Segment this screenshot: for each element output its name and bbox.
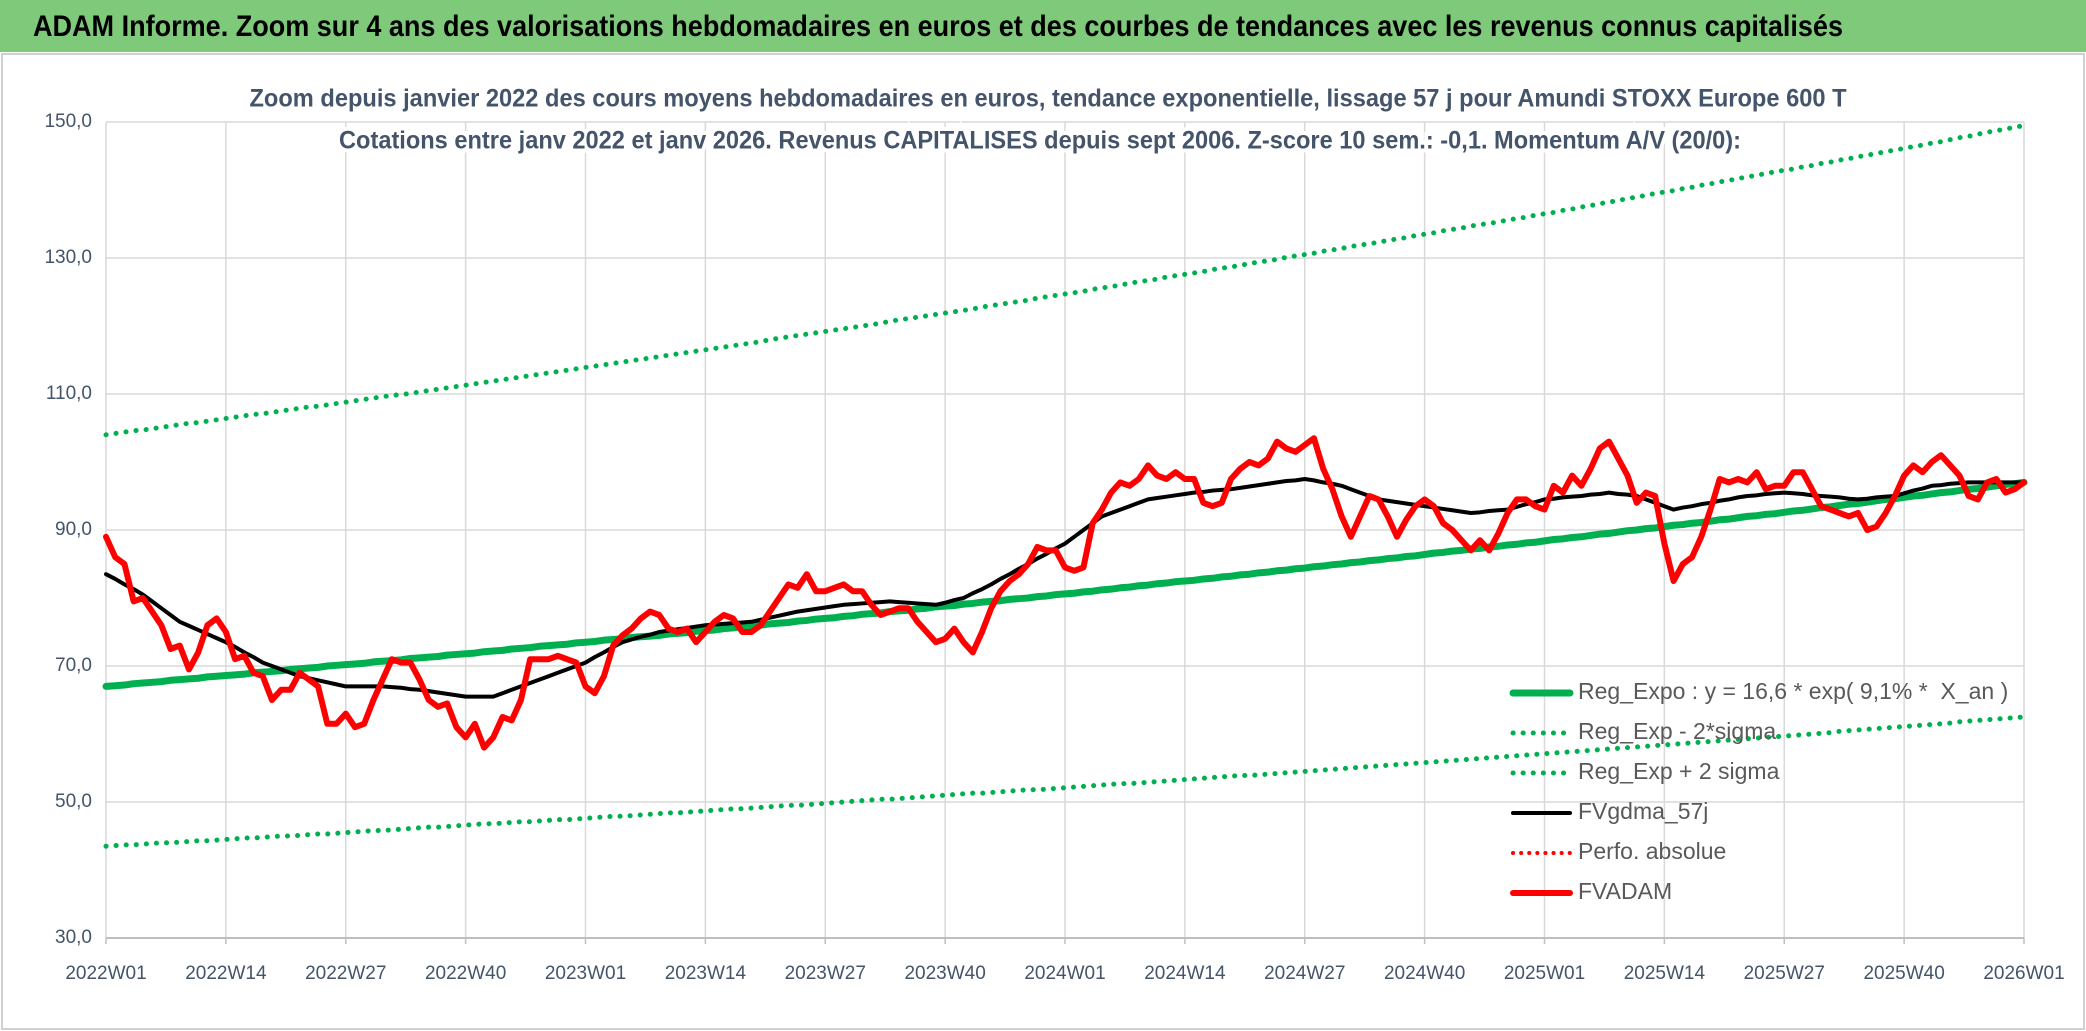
chart-subtitle: Cotations entre janv 2022 et janv 2026. … (339, 127, 1741, 155)
x-tick-label: 2025W27 (1744, 963, 1825, 984)
y-tick-label: 50,0 (55, 791, 92, 812)
x-tick-label: 2024W40 (1384, 963, 1465, 984)
legend-label: Reg_Exp - 2*sigma (1578, 718, 1776, 744)
legend-label: FVgdma_57j (1578, 798, 1708, 824)
chart-title: Zoom depuis janvier 2022 des cours moyen… (250, 85, 1847, 113)
x-tick-label: 2026W01 (1983, 963, 2064, 984)
x-tick-label: 2024W01 (1024, 963, 1105, 984)
title-bar (0, 0, 2086, 52)
x-tick-label: 2023W27 (785, 963, 866, 984)
legend-label: Perfo. absolue (1578, 838, 1726, 864)
legend: Reg_Expo : y = 16,6 * exp( 9,1% * X_an )… (1509, 678, 2008, 904)
x-tick-label: 2023W14 (665, 963, 747, 984)
y-tick-label: 150,0 (44, 111, 92, 132)
x-tick-label: 2022W40 (425, 963, 506, 984)
x-tick-label: 2022W01 (65, 963, 146, 984)
plot-lines (102, 122, 2028, 849)
page-title: ADAM Informe. Zoom sur 4 ans des valoris… (33, 10, 1843, 43)
legend-label: Reg_Exp + 2 sigma (1578, 758, 1780, 784)
x-tick-label: 2023W01 (545, 963, 626, 984)
x-tick-label: 2024W27 (1264, 963, 1345, 984)
series-line (103, 714, 2027, 849)
x-tick-label: 2025W01 (1504, 963, 1585, 984)
legend-label: FVADAM (1578, 878, 1672, 904)
y-tick-label: 90,0 (55, 519, 92, 540)
grid: 30,0 50,0 70,0 90,0 110,0 130,0 150,0 2022W01 20… (44, 111, 2064, 984)
x-tick-label: 2022W14 (185, 963, 267, 984)
x-tick-label: 2024W14 (1144, 963, 1226, 984)
series-line (103, 122, 2027, 438)
legend-label: Reg_Expo : y = 16,6 * exp( 9,1% * X_an ) (1578, 678, 2008, 704)
chart-frame (1, 53, 2085, 1030)
y-tick-label: 130,0 (44, 247, 92, 268)
x-tick-label: 2025W40 (1863, 963, 1944, 984)
y-tick-label: 30,0 (55, 927, 92, 948)
y-tick-label: 70,0 (55, 655, 92, 676)
x-tick-label: 2023W40 (904, 963, 985, 984)
series-line (103, 435, 2027, 751)
x-tick-label: 2022W27 (305, 963, 386, 984)
x-tick-label: 2025W14 (1624, 963, 1706, 984)
y-tick-label: 110,0 (46, 383, 92, 404)
